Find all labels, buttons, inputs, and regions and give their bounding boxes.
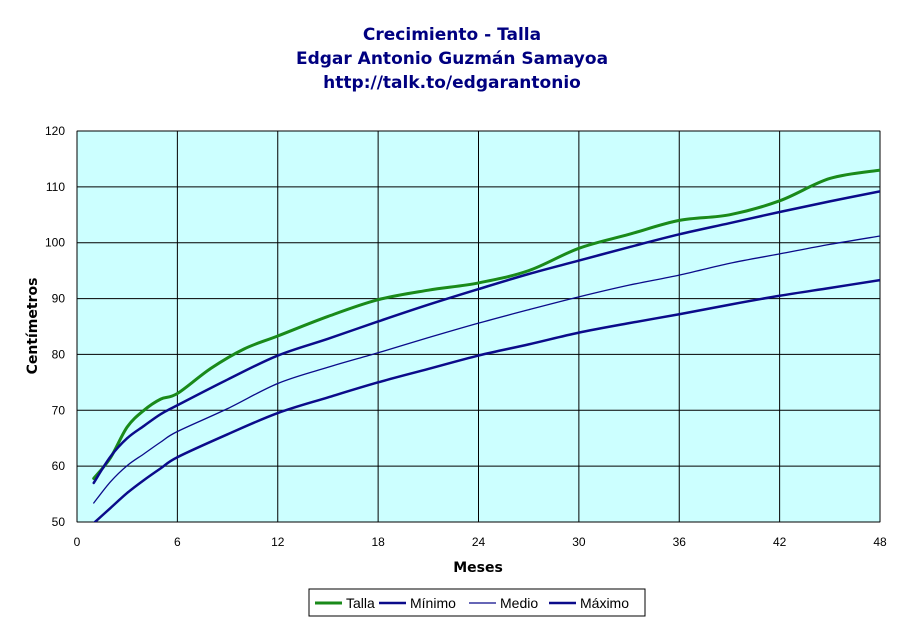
y-tick-label: 50 — [52, 515, 66, 529]
y-tick-label: 90 — [52, 292, 66, 306]
y-tick-label: 110 — [46, 180, 65, 194]
series-line-talla — [92, 168, 880, 480]
chart-title-block: Crecimiento - Talla Edgar Antonio Guzmán… — [296, 25, 608, 93]
legend-label-maximo: Máximo — [580, 595, 629, 611]
y-tick-label: 80 — [52, 347, 66, 361]
x-tick-label: 24 — [472, 535, 486, 549]
chart-url: http://talk.to/edgarantonio — [323, 73, 581, 93]
y-tick-label: 100 — [45, 236, 65, 250]
x-tick-label: 0 — [74, 535, 81, 549]
chart-title: Crecimiento - Talla — [363, 25, 541, 45]
x-tick-label: 36 — [673, 535, 687, 549]
y-tick-label: 60 — [52, 459, 66, 473]
legend-label-talla: Talla — [346, 595, 375, 611]
y-tick-label: 70 — [52, 403, 66, 417]
x-tick-label: 18 — [371, 535, 385, 549]
series-lines — [92, 168, 880, 522]
y-axis-title: Centímetros — [25, 278, 41, 375]
y-tick-label: 120 — [45, 124, 65, 138]
x-tick-labels: 0 6 12 18 24 30 36 42 48 — [74, 535, 887, 549]
x-axis-title: Meses — [453, 560, 503, 576]
legend-label-medio: Medio — [500, 595, 538, 611]
grid-lines — [76, 130, 881, 523]
series-line-maximo — [92, 190, 880, 485]
y-tick-labels: 50 60 70 80 90 100 110 120 — [45, 124, 65, 529]
series-line-medio — [93, 235, 880, 504]
x-tick-label: 12 — [271, 535, 285, 549]
series-line-minimo — [93, 278, 880, 522]
chart-subtitle: Edgar Antonio Guzmán Samayoa — [296, 49, 608, 69]
legend-label-minimo: Mínimo — [410, 595, 456, 611]
x-tick-label: 48 — [873, 535, 887, 549]
legend: Talla Mínimo Medio Máximo — [308, 588, 646, 617]
x-tick-label: 30 — [572, 535, 586, 549]
x-tick-label: 6 — [174, 535, 181, 549]
x-tick-label: 42 — [773, 535, 787, 549]
